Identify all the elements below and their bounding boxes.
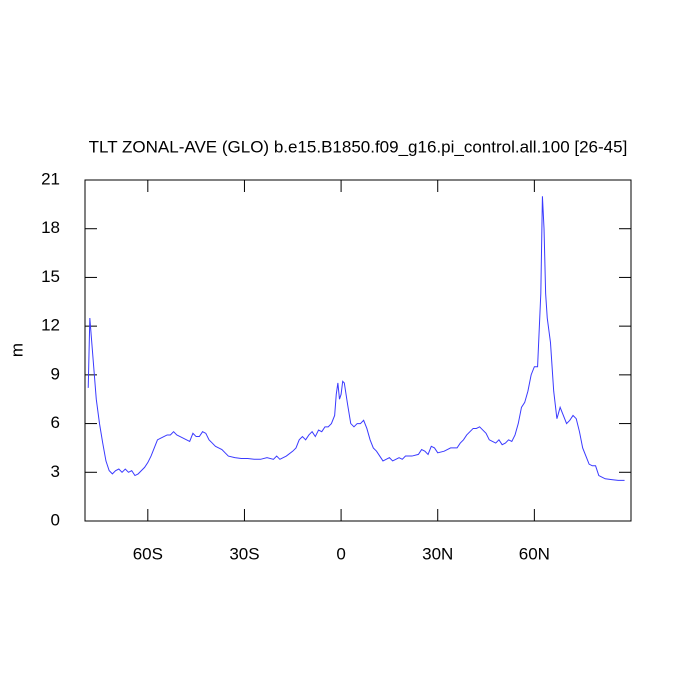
y-tick-label: 9 [51,364,60,383]
x-tick-label: 60N [519,544,550,563]
y-axis-label: m [7,343,26,357]
y-tick-label: 15 [41,267,60,286]
x-tick-label: 0 [336,544,345,563]
plot-frame [84,179,632,522]
y-tick-label: 6 [51,413,60,432]
y-tick-label: 18 [41,218,60,237]
chart-title: TLT ZONAL-AVE (GLO) b.e15.B1850.f09_g16.… [89,137,628,156]
data-line [87,196,625,481]
x-tick-label: 60S [133,544,163,563]
y-tick-label: 21 [41,169,60,188]
y-tick-label: 12 [41,316,60,335]
x-tick-label: 30S [229,544,259,563]
x-tick-label: 30N [422,544,453,563]
y-tick-label: 0 [51,510,60,529]
y-tick-label: 3 [51,462,60,481]
